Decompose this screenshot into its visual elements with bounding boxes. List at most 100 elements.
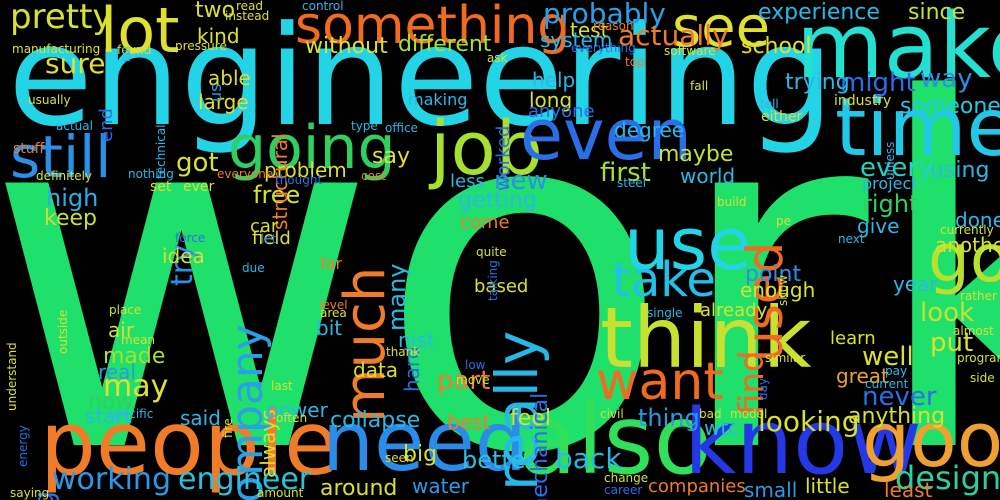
word-fall: fall [690, 79, 709, 93]
word-career: career [604, 483, 643, 497]
word-model: model [730, 407, 768, 421]
word-pressure: pressure [175, 39, 227, 53]
word-single: single [647, 306, 683, 320]
word-seen: seen [385, 451, 414, 465]
word-unless: unless [883, 141, 897, 180]
word-go: go [928, 220, 1000, 297]
word-every: every [860, 153, 934, 183]
word-first: first [600, 158, 651, 188]
word-energy: energy [16, 424, 30, 467]
word-rather: rather [960, 289, 997, 303]
word-year: year [893, 272, 938, 296]
word-look: look [920, 298, 975, 328]
word-mechanical: mechanical [528, 392, 553, 500]
word-back: back [555, 442, 622, 475]
word-software: software [664, 44, 716, 58]
word-world: world [680, 164, 736, 188]
word-working: working [52, 462, 171, 497]
word-anyone: anyone [528, 101, 595, 122]
word-take: take [612, 252, 716, 308]
word-start: start [85, 404, 132, 428]
word-companies: companies [648, 476, 746, 497]
word-everything: everything [571, 41, 636, 55]
word-worked: worked [493, 125, 514, 192]
word-learn: learn [830, 328, 876, 349]
word-little: little [805, 474, 850, 498]
word-experience: experience [758, 0, 880, 25]
word-stuff: stuff [13, 141, 45, 157]
word-enough: enough [740, 278, 816, 302]
word-want: want [596, 352, 724, 412]
word-move: move [456, 373, 490, 387]
word-going: going [228, 113, 396, 183]
word-problem: problem [264, 158, 347, 182]
word-force: force [175, 231, 206, 245]
word-done: done [955, 208, 1000, 232]
word-bad: bad [699, 407, 722, 421]
word-say: say [372, 144, 410, 169]
word-come: come [460, 212, 510, 233]
word-quite: quite [476, 245, 507, 259]
word-last: last [271, 379, 293, 393]
word-usually: usually [28, 93, 71, 107]
word-read: read [236, 0, 264, 13]
word-need: need [322, 395, 527, 490]
word-sure: sure [45, 47, 106, 80]
word-best: best [447, 410, 491, 434]
word-use: use [624, 202, 752, 286]
word-something: something [295, 0, 571, 56]
word-mean: mean [121, 333, 156, 347]
word-us: us [206, 83, 225, 102]
word-someone: someone [900, 94, 1000, 119]
word-pretty: pretty [10, 0, 113, 37]
word-real: real [98, 360, 136, 384]
word-next: next [838, 232, 865, 246]
word-collapse: collapse [330, 408, 421, 433]
word-either: either [761, 109, 803, 125]
word-high: high [46, 184, 99, 212]
word-point: point [745, 262, 802, 287]
word-engineering: engineering [8, 0, 834, 157]
word-reason: reason [593, 19, 634, 33]
word-amount: amount [257, 486, 304, 500]
word-far: far [320, 254, 343, 273]
word-area: area [320, 306, 347, 320]
word-kind: kind [197, 24, 240, 48]
word-time: time [835, 81, 1000, 174]
word-ask: ask [487, 51, 508, 65]
word-even: even [520, 94, 692, 176]
word-around: around [320, 476, 398, 500]
word-data: data [353, 358, 399, 382]
word-long: long [529, 88, 573, 112]
word-current: current [865, 377, 909, 391]
word-everyone: everyone [217, 167, 274, 181]
word-due: due [242, 261, 265, 275]
word-actual: actual [56, 119, 93, 133]
word-well: well [862, 342, 914, 372]
word-put: put [930, 328, 974, 358]
word-probably: probably [543, 0, 666, 30]
word-without: without [305, 34, 388, 59]
word-may: may [103, 369, 169, 404]
word-many: many [383, 263, 411, 331]
word-found: found [117, 43, 152, 57]
word-part: part [437, 366, 491, 396]
word-control: control [302, 0, 344, 13]
word-lot: lot [100, 0, 180, 67]
word-new: new [494, 166, 548, 196]
word-least: least [884, 478, 933, 500]
word-better: better [462, 446, 536, 474]
word-think: think [600, 289, 812, 387]
word-manufacturing: manufacturing [12, 42, 101, 56]
word-give: give [857, 214, 900, 238]
word-definitely: definitely [36, 169, 93, 183]
word-show: show [776, 275, 790, 307]
word-anything: anything [848, 404, 946, 429]
word-nothing: nothing [128, 167, 174, 181]
word-understand: understand [5, 342, 19, 411]
word-bit: bit [316, 316, 343, 340]
word-car: car [250, 216, 279, 237]
word-job: job [430, 106, 543, 192]
